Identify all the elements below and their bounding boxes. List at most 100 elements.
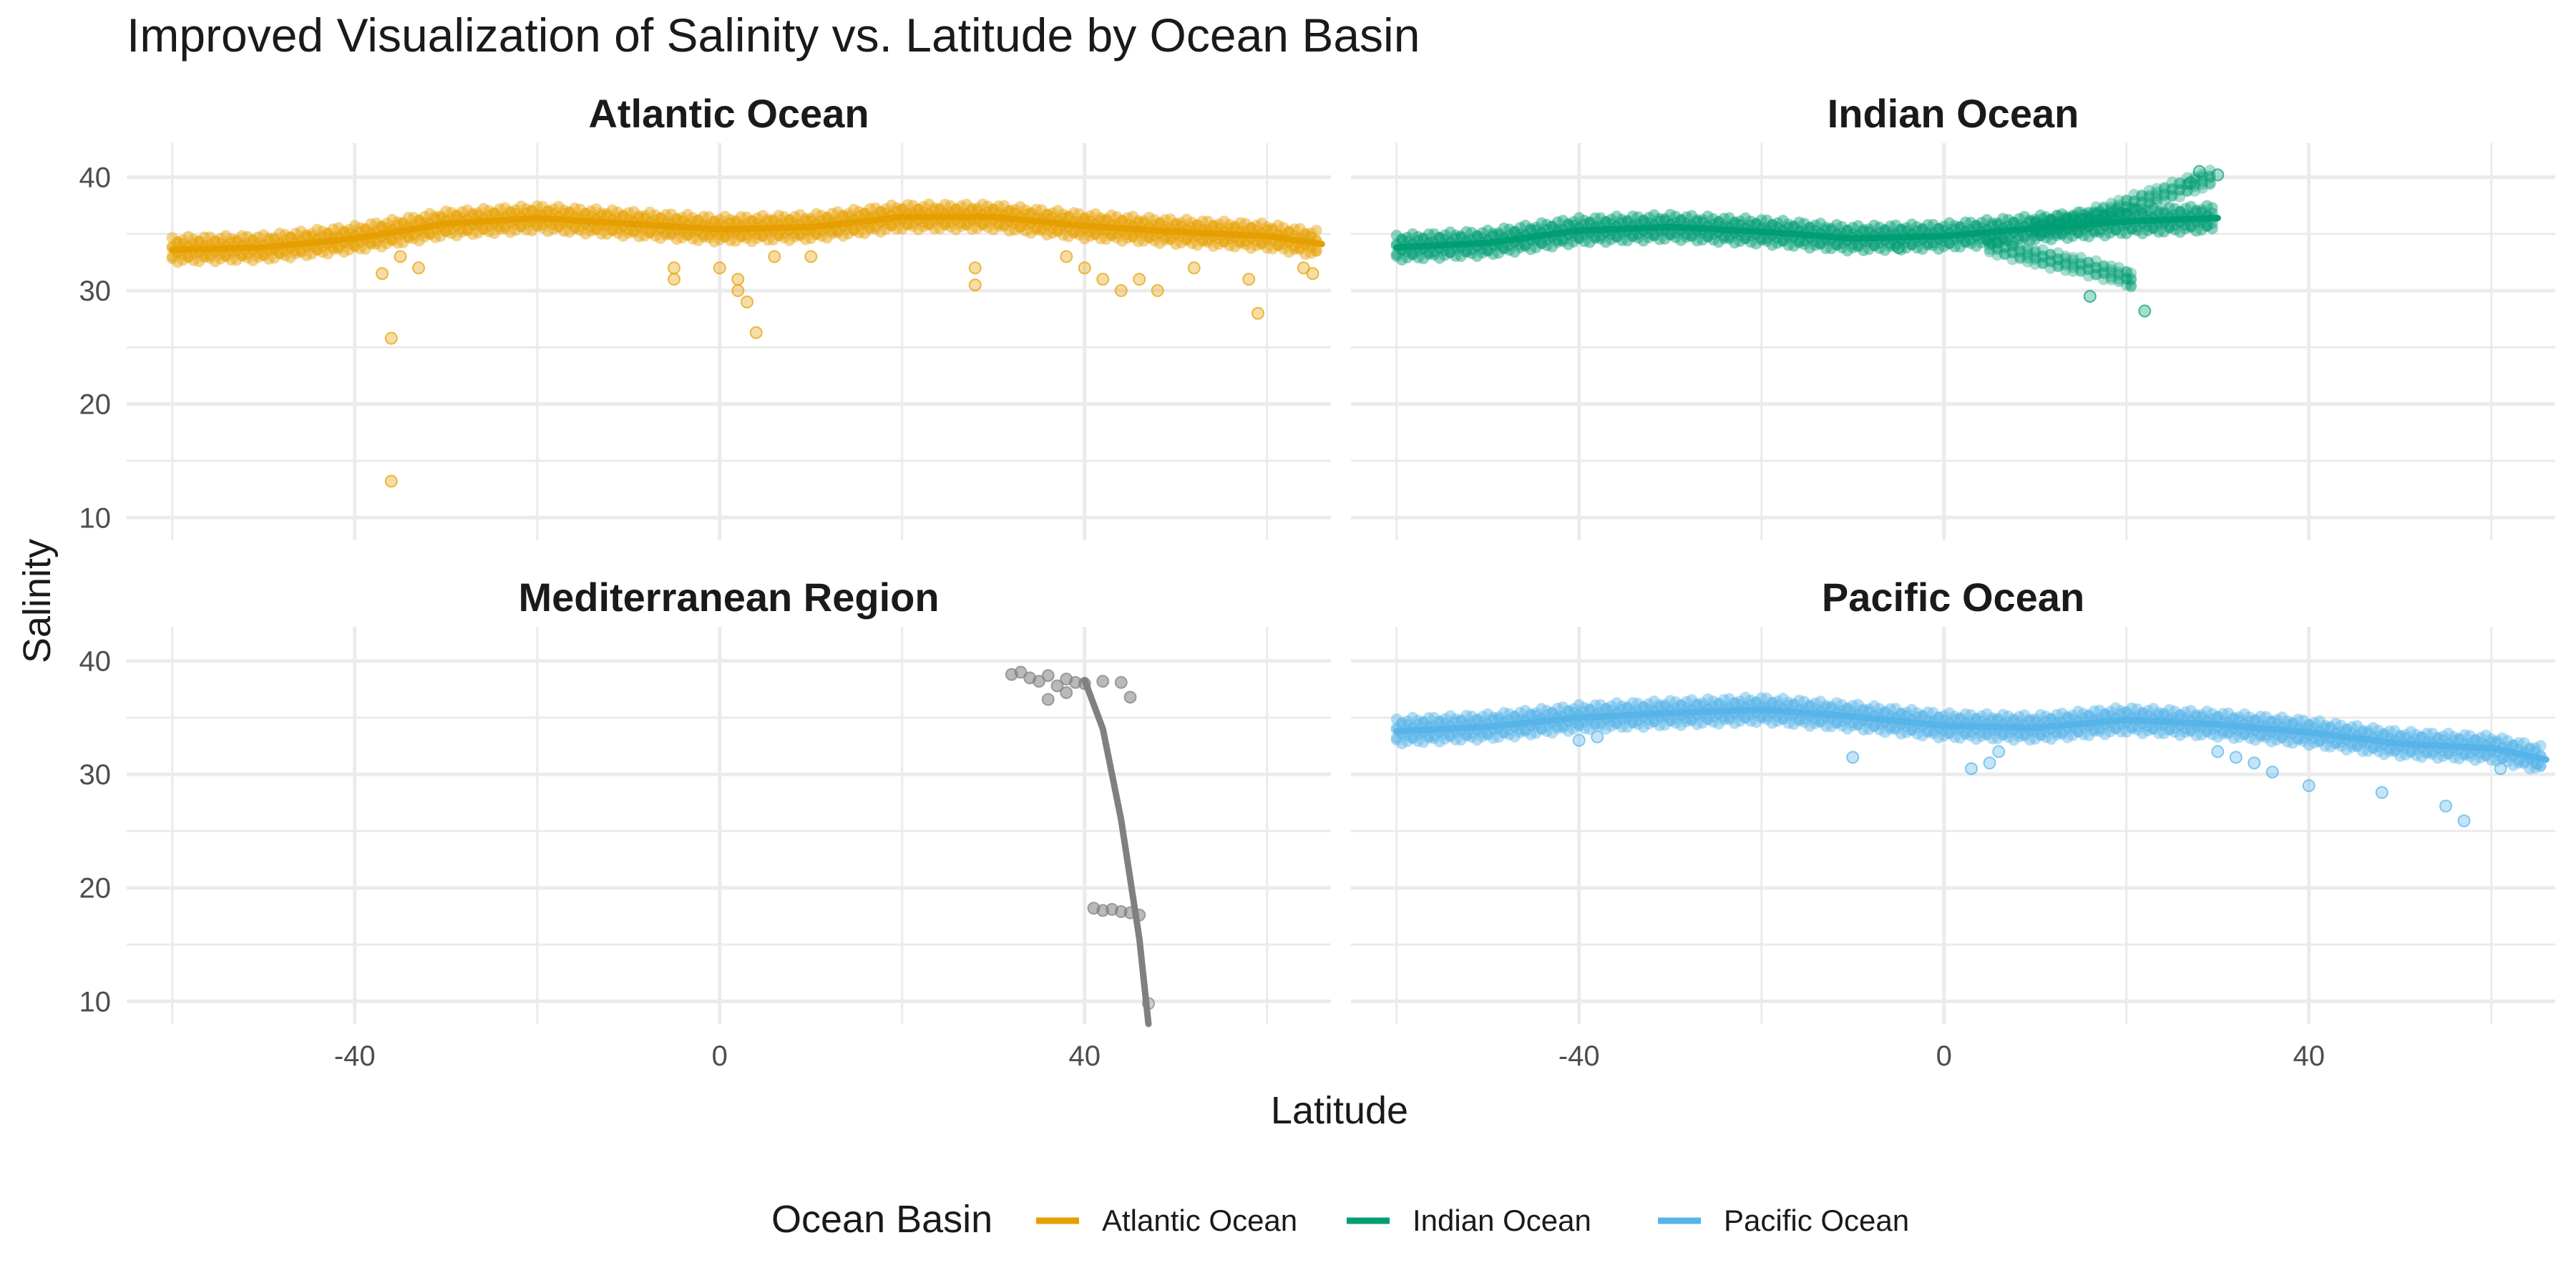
data-point (1450, 713, 1462, 725)
data-point (1153, 217, 1166, 229)
data-point (494, 221, 506, 233)
data-point (1755, 712, 1767, 724)
data-point (756, 230, 769, 242)
data-point (1718, 713, 1730, 726)
data-point (2113, 268, 2125, 280)
data-point (1981, 234, 1993, 246)
data-point (799, 213, 811, 225)
data-point (348, 240, 361, 252)
data-point (2143, 190, 2155, 202)
data-point (1804, 242, 1816, 254)
data-point (1052, 225, 1064, 237)
data-point (1428, 730, 1440, 742)
data-point (2097, 208, 2109, 220)
data-point (623, 227, 635, 239)
data-point (1310, 225, 1322, 237)
data-point (1551, 216, 1563, 228)
data-point (1584, 216, 1596, 228)
data-point (1697, 216, 1709, 228)
data-point (617, 210, 629, 222)
data-point (2029, 233, 2041, 245)
data-point (1637, 701, 1649, 713)
data-point (1423, 248, 1435, 260)
data-point (1256, 238, 1268, 250)
data-point (1766, 219, 1778, 231)
data-point (1959, 235, 1971, 248)
data-point (2082, 207, 2094, 219)
data-point (2204, 177, 2216, 189)
data-point (1798, 218, 1810, 230)
data-point (354, 222, 366, 234)
data-point (2265, 765, 2279, 779)
data-point (552, 221, 565, 233)
data-point (1187, 261, 1201, 275)
data-point (655, 212, 667, 224)
data-point (1418, 716, 1430, 728)
data-point (445, 228, 457, 240)
data-point (1611, 717, 1623, 729)
data-point (1530, 241, 1542, 253)
data-point (1852, 240, 1864, 252)
data-point (1879, 224, 1891, 236)
data-point (1487, 248, 1499, 260)
data-point (1530, 221, 1542, 233)
data-point (1691, 235, 1703, 247)
y-tick-label: 30 (79, 759, 112, 791)
data-point (1267, 243, 1279, 255)
data-point (1648, 229, 1660, 241)
data-point (177, 234, 189, 246)
data-point (2138, 304, 2152, 318)
data-point (1729, 217, 1741, 229)
data-point (1493, 731, 1505, 743)
data-point (1407, 248, 1419, 260)
data-point (805, 213, 817, 225)
data-point (230, 254, 243, 266)
data-point (1123, 691, 1137, 704)
data-point (1245, 242, 1257, 254)
data-point (338, 226, 350, 238)
data-point (2059, 250, 2072, 263)
data-point (1906, 238, 1918, 250)
data-point (2044, 262, 2057, 274)
data-point (1712, 215, 1724, 228)
data-point (1487, 713, 1499, 726)
data-point (1444, 246, 1456, 258)
data-point (1132, 235, 1144, 248)
x-tick-label: 0 (712, 1040, 728, 1072)
data-point (2090, 208, 2102, 220)
data-point (2036, 258, 2049, 270)
data-point (434, 210, 447, 222)
data-point (1401, 251, 1413, 263)
data-point (1207, 220, 1219, 232)
data-point (1675, 214, 1687, 226)
data-point (1959, 216, 1971, 228)
data-point (1514, 726, 1526, 738)
data-point (241, 230, 253, 243)
data-point (268, 252, 280, 264)
data-point (1541, 704, 1553, 716)
data-point (902, 199, 914, 211)
data-point (1041, 208, 1053, 220)
data-point (1407, 711, 1419, 723)
data-point (1643, 718, 1655, 730)
data-point (2143, 196, 2155, 208)
data-point (1830, 239, 1843, 251)
data-point (1991, 236, 2004, 248)
data-point (1546, 706, 1558, 718)
data-point (1030, 223, 1043, 235)
data-point (2166, 190, 2178, 202)
data-point (2174, 205, 2186, 218)
data-point (746, 215, 758, 227)
data-point (2151, 190, 2163, 202)
data-point (1830, 238, 1843, 250)
data-point (885, 220, 897, 232)
data-point (1562, 705, 1574, 717)
data-point (451, 209, 463, 221)
data-point (1761, 233, 1773, 245)
data-point (2036, 250, 2049, 263)
data-point (660, 209, 672, 221)
data-point (708, 215, 721, 228)
data-point (258, 250, 270, 262)
data-point (1551, 702, 1563, 714)
data-point (1836, 242, 1848, 254)
